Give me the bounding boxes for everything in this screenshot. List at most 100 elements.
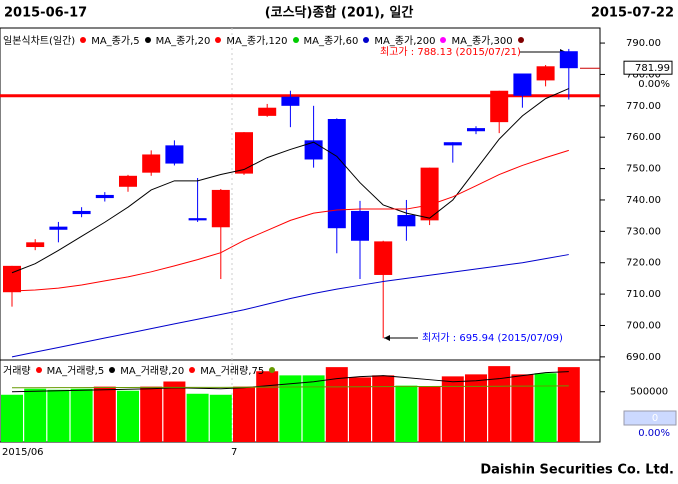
volume-bar [93, 386, 116, 442]
candle-body [165, 145, 184, 164]
volume-box [623, 410, 677, 426]
volume-bar [186, 393, 209, 442]
volume-bar [302, 375, 325, 442]
legend-label: MA_거래량,20 [120, 366, 185, 377]
chart-title: (코스닥)종합 (201), 일간 [265, 5, 414, 21]
ma-line [11, 149, 569, 292]
volume-legend: 거래량 MA_거래량,5 MA_거래량,20 MA_거래량,75 [3, 362, 277, 377]
legend-swatch [189, 366, 196, 373]
candle-body [397, 215, 416, 227]
ma-line [11, 371, 569, 393]
y-tick-label: 740.00 [626, 195, 661, 206]
candle-body [420, 167, 439, 221]
volume-bar [117, 390, 139, 442]
volume-bar [140, 386, 163, 442]
candle-body [142, 154, 161, 173]
candle-body [49, 226, 68, 230]
low-arrowhead [384, 335, 390, 341]
candle-body [281, 96, 300, 106]
y-tick-label: 760.00 [626, 132, 661, 143]
y-tick-label: 750.00 [626, 164, 661, 175]
candle-body [95, 194, 114, 199]
legend-swatch [144, 36, 151, 43]
volume-bar [395, 385, 418, 442]
candle-body [211, 189, 230, 228]
candle-body [513, 73, 532, 96]
legend-swatch [440, 36, 447, 43]
volume-bar [418, 386, 441, 442]
volume-bar [233, 386, 255, 442]
volume-bar [70, 388, 93, 442]
volume-bar [511, 374, 534, 442]
footer: Daishin Securities Co. Ltd. [480, 463, 674, 478]
y-tick-label: 730.00 [626, 226, 661, 237]
y-tick-label: 500000 [630, 387, 668, 398]
candle-body [304, 140, 323, 160]
last-price-box [623, 60, 673, 75]
volume-bar [1, 394, 23, 442]
volume-bar [349, 377, 371, 442]
last-price: 781.99 [635, 63, 670, 74]
candle-body [188, 218, 207, 221]
volume-bar [441, 376, 464, 442]
candle-body [351, 210, 369, 241]
y-tick-label: 720.00 [626, 258, 661, 269]
candle-body [467, 128, 485, 132]
candle-body [559, 51, 578, 69]
x-tick-label: 7 [231, 447, 237, 458]
volume-last: 0 [652, 413, 658, 424]
volume-bar [163, 381, 186, 442]
y-tick-label: 700.00 [626, 320, 661, 331]
price-frame [0, 27, 601, 361]
high-annotation: 최고가 : 788.13 (2015/07/21) [380, 46, 521, 58]
volume-bar [24, 388, 47, 442]
legend-swatch [363, 36, 370, 43]
legend-label: MA_종가,20 [155, 36, 211, 47]
y-tick-label: 690.00 [626, 352, 661, 363]
x-tick-label: 2015/06 [2, 447, 44, 458]
legend-label: MA_종가,200 [374, 36, 436, 47]
legend-swatch [109, 366, 116, 373]
candle-body [72, 210, 91, 215]
start-date: 2015-06-17 [4, 6, 87, 21]
candle-body [119, 175, 137, 187]
volume-bar [209, 394, 232, 442]
price-change: 0.00% [638, 79, 670, 90]
legend-swatch [517, 36, 524, 43]
volume-bar [372, 375, 395, 442]
volume-bar [47, 389, 70, 442]
candle-body [374, 241, 393, 275]
y-tick-label: 710.00 [626, 289, 661, 300]
y-tick-label: 780.00 [626, 69, 661, 80]
ma-line [11, 88, 569, 274]
legend-swatch [215, 36, 222, 43]
y-tick-label: 790.00 [626, 38, 661, 49]
end-date: 2015-07-22 [591, 6, 674, 21]
legend-label: 거래량 [3, 366, 31, 377]
price-legend: 일본식차트(일간) MA_종가,5 MA_종가,20 MA_종가,120 MA_종가,6… [3, 32, 526, 47]
legend-label: MA_거래량,75 [200, 366, 265, 377]
legend-label: MA_거래량,5 [46, 366, 105, 377]
volume-bar [488, 366, 511, 442]
low-annotation: 최저가 : 695.94 (2015/07/09) [422, 332, 563, 344]
legend-label: MA_종가,5 [91, 36, 140, 47]
ma-line [11, 254, 569, 358]
candle-body [327, 119, 346, 229]
y-tick-label: 770.00 [626, 101, 661, 112]
candle-body [235, 132, 253, 174]
volume-bar [256, 371, 279, 442]
legend-label: MA_종가,60 [303, 36, 359, 47]
candle-body [490, 90, 509, 123]
volume-bar [557, 367, 580, 442]
legend-label: MA_종가,300 [451, 36, 513, 47]
candle-body [3, 265, 21, 293]
volume-bar [534, 373, 557, 442]
legend-swatch [269, 366, 276, 373]
volume-bar [279, 375, 302, 442]
legend-swatch [292, 36, 299, 43]
legend-label: MA_종가,120 [226, 36, 288, 47]
volume-change: 0.00% [638, 428, 670, 439]
ma-line [12, 385, 569, 389]
